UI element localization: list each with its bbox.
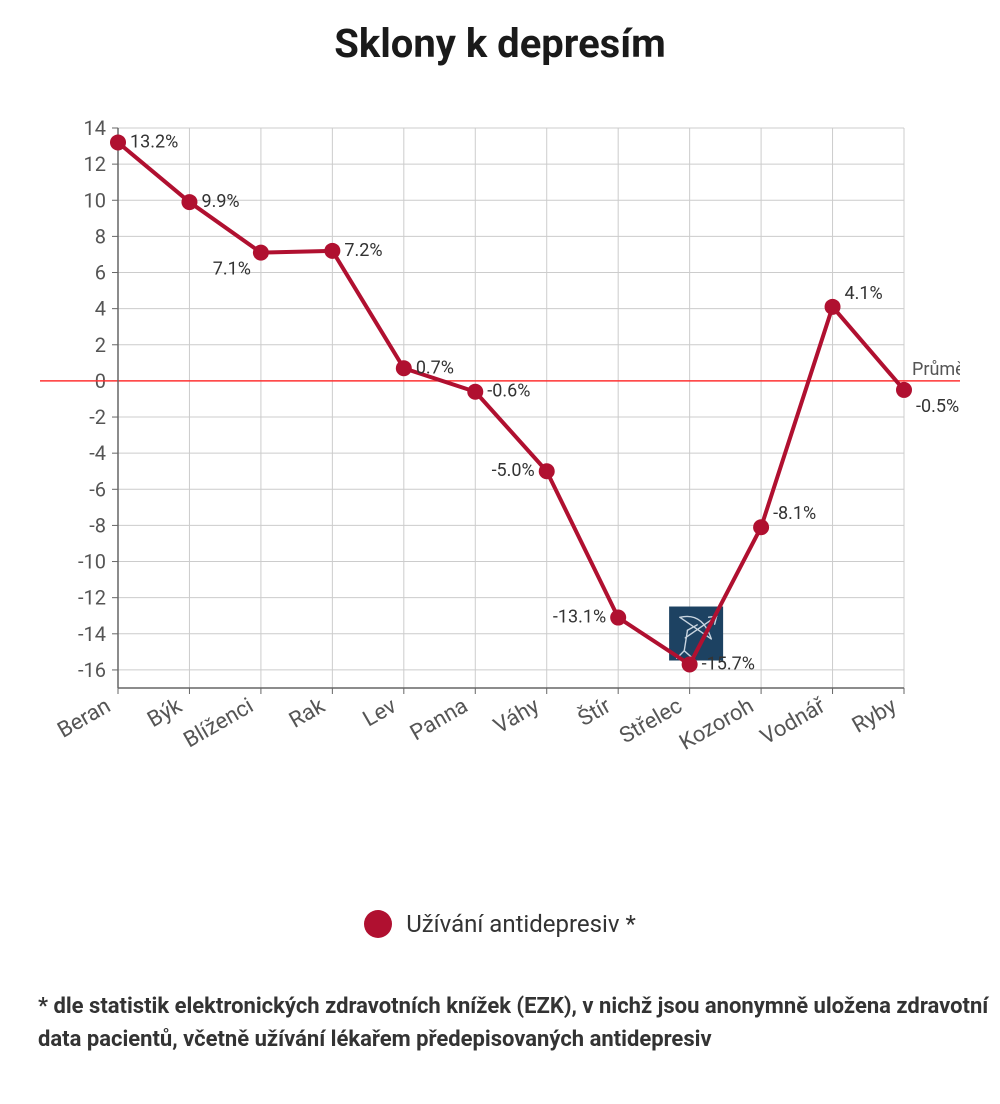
svg-text:Panna: Panna: [406, 694, 472, 747]
svg-text:Býk: Býk: [143, 693, 187, 733]
svg-text:-15.7%: -15.7%: [702, 654, 755, 675]
svg-text:4.1%: 4.1%: [845, 283, 883, 304]
svg-text:2: 2: [95, 333, 106, 357]
svg-text:Kozoroh: Kozoroh: [675, 694, 758, 756]
page-container: Sklony k depresím -16-14-12-10-8-6-4-202…: [0, 0, 1000, 1104]
svg-text:Štír: Štír: [573, 692, 616, 732]
chart: -16-14-12-10-8-6-4-202468101214PrůměrBer…: [40, 110, 960, 830]
svg-text:-2: -2: [89, 405, 106, 429]
svg-text:-8.1%: -8.1%: [773, 503, 816, 524]
svg-text:13.2%: 13.2%: [130, 131, 178, 152]
svg-text:9.9%: 9.9%: [201, 191, 239, 212]
svg-text:14: 14: [84, 116, 106, 140]
chart-title: Sklony k depresím: [0, 20, 1000, 67]
svg-text:Beran: Beran: [54, 694, 115, 744]
svg-text:8: 8: [95, 224, 106, 248]
svg-text:-6: -6: [89, 477, 106, 501]
svg-text:Ryby: Ryby: [848, 693, 901, 738]
svg-text:-0.6%: -0.6%: [487, 381, 530, 402]
svg-text:-5.0%: -5.0%: [492, 460, 535, 481]
svg-text:Střelec: Střelec: [615, 694, 686, 750]
svg-text:10: 10: [84, 188, 106, 212]
legend: Užívání antidepresiv *: [0, 910, 1000, 942]
svg-text:6: 6: [95, 261, 106, 285]
svg-text:0.7%: 0.7%: [416, 357, 454, 378]
chart-svg: -16-14-12-10-8-6-4-202468101214PrůměrBer…: [40, 110, 960, 830]
svg-text:-12: -12: [78, 586, 106, 610]
svg-text:-16: -16: [78, 658, 106, 682]
footnote-text: * dle statistik elektronických zdravotní…: [38, 990, 998, 1056]
svg-text:Vodnář: Vodnář: [756, 693, 830, 750]
svg-text:Průměr: Průměr: [912, 359, 960, 380]
svg-text:12: 12: [84, 152, 106, 176]
svg-text:4: 4: [95, 297, 106, 321]
svg-text:-8: -8: [89, 513, 106, 537]
svg-text:-14: -14: [78, 622, 106, 646]
legend-marker-icon: [364, 910, 392, 938]
svg-text:-10: -10: [78, 550, 106, 574]
svg-text:Váhy: Váhy: [490, 693, 545, 739]
legend-label: Užívání antidepresiv *: [406, 910, 636, 938]
svg-text:Lev: Lev: [359, 693, 401, 732]
svg-text:-13.1%: -13.1%: [553, 607, 606, 628]
svg-text:7.1%: 7.1%: [213, 259, 251, 280]
svg-text:Blíženci: Blíženci: [180, 694, 258, 754]
svg-text:7.2%: 7.2%: [344, 240, 382, 261]
svg-text:-4: -4: [89, 441, 106, 465]
svg-text:Rak: Rak: [285, 693, 330, 733]
svg-text:-0.5%: -0.5%: [916, 396, 959, 417]
